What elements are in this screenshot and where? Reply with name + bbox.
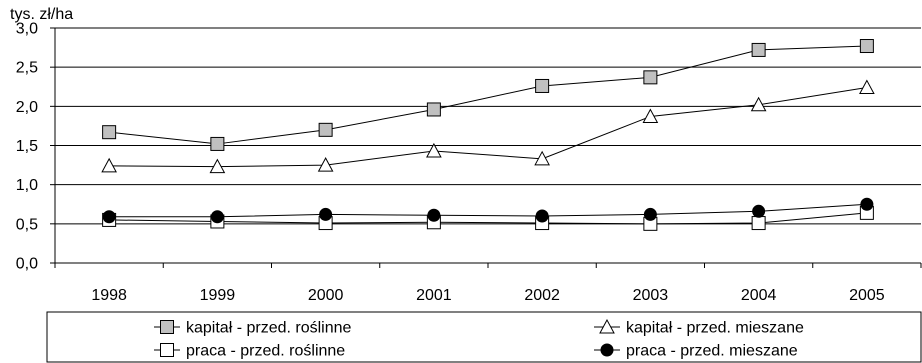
data-point [209,158,226,174]
series-line-praca-przed-ro-linne [109,212,867,225]
legend-marker [160,320,174,334]
data-point [426,102,441,117]
data-point [642,108,659,124]
y-tick-label: 1,0 [16,177,38,194]
y-axis-unit-label: tys. zł/ha [10,6,73,23]
data-point [101,157,117,173]
y-tick-label: 0,0 [16,256,38,273]
x-tick-label: 2005 [849,287,885,304]
data-point [102,210,116,224]
y-tick-label: 2,5 [16,60,38,77]
series-line-kapita-przed-ro-linne [109,45,867,145]
data-point [318,122,333,137]
legend-label: kapitał - przed. mieszane [626,320,804,337]
data-point [534,150,550,166]
data-point [317,157,334,172]
x-tick-label: 2001 [416,287,452,304]
legend-item: praca - przed. roślinne [154,343,345,360]
y-tick-label: 0,5 [16,216,38,233]
gridlines [55,27,921,225]
x-tick-label: 1999 [200,287,236,304]
legend-marker [160,343,174,357]
legend-label: praca - przed. mieszane [626,343,798,360]
x-tick-label: 1998 [91,287,127,304]
data-point [643,207,657,221]
data-point [752,204,766,218]
data-point [210,136,225,151]
data-point [319,207,333,221]
data-point [750,96,767,112]
legend-box [46,311,922,363]
x-tick-label: 2004 [741,287,777,304]
y-tick-label: 2,0 [16,99,38,116]
data-point [426,142,442,158]
legend-label: kapitał - przed. roślinne [186,320,352,337]
data-point [751,42,766,57]
data-point [859,79,875,95]
data-point [860,197,874,211]
data-point [102,125,117,140]
series-lines [109,45,867,225]
data-point [210,210,224,224]
legend: kapitał - przed. roślinne kapitał - przed… [46,311,922,363]
y-tick-label: 3,0 [16,21,38,38]
x-tick-label: 2003 [633,287,669,304]
axes [54,28,921,268]
data-point [535,78,550,93]
data-point [535,209,549,223]
data-point [859,39,874,54]
data-point [751,216,766,231]
x-tick-label: 2000 [308,287,344,304]
data-point [427,208,441,222]
x-axis-ticks: 1998 1999 2000 2001 2002 2003 2004 2005 [54,263,922,304]
legend-item: kapitał - przed. roślinne [154,320,352,337]
legend-marker [600,343,614,357]
series-markers [101,39,875,231]
x-tick-label: 2002 [524,287,560,304]
y-axis-ticks: 0,0 0,5 1,0 1,5 2,0 2,5 3,0 [16,21,55,273]
legend-item: kapitał - przed. mieszane [594,318,804,337]
series-line-kapita-przed-mieszane [109,87,867,168]
legend-label: praca - przed. roślinne [186,343,345,360]
data-point [643,70,658,85]
series-line-praca-przed-mieszane [109,203,867,218]
legend-item: praca - przed. mieszane [594,343,798,360]
legend-marker [599,318,615,334]
y-tick-label: 1,5 [16,138,38,155]
